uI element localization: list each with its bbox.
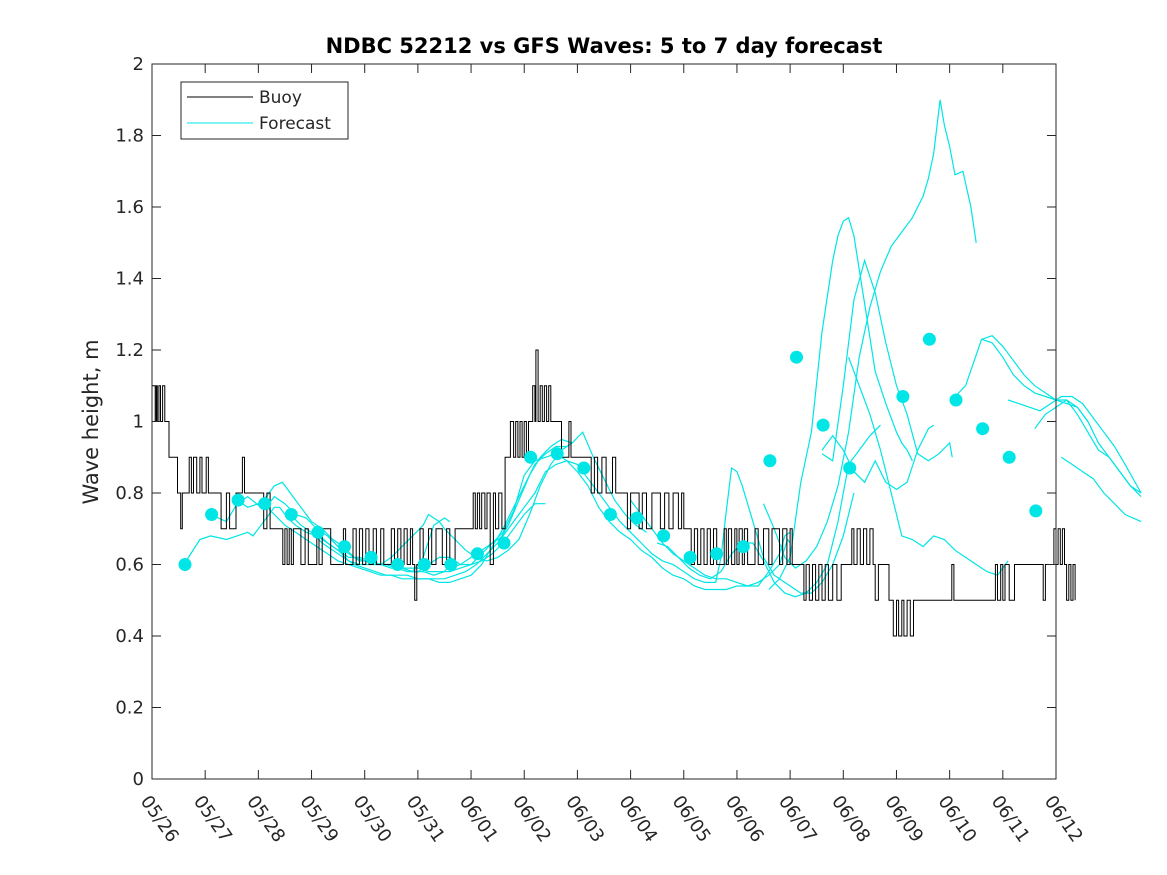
y-tick-label: 0.8 [115, 483, 144, 504]
forecast-marker-16 [577, 461, 591, 475]
forecast-marker-22 [736, 540, 750, 554]
y-tick-label: 1.2 [115, 340, 144, 361]
forecast-line-10 [657, 424, 881, 598]
x-tick-label: 06/04 [614, 792, 661, 847]
forecast-marker-17 [603, 508, 617, 521]
forecast-marker-2 [205, 508, 219, 521]
y-tick-label: 1.6 [115, 197, 144, 218]
legend-box [180, 81, 349, 140]
forecast-marker-1 [178, 558, 192, 571]
forecast-marker-4 [258, 497, 272, 511]
forecast-line-19 [1060, 456, 1142, 523]
y-axis: 0 0.2 0.4 0.6 0.8 1 1.2 1.4 1.6 1.8 2 [115, 54, 1056, 790]
forecast-line-12 [768, 216, 913, 590]
forecast-markers [178, 332, 1043, 571]
forecast-marker-21 [710, 547, 724, 561]
x-tick-label: 05/28 [242, 792, 289, 847]
forecast-marker-24 [790, 350, 803, 364]
buoy-series [152, 349, 1076, 637]
forecast-marker-10 [417, 558, 431, 571]
forecast-marker-7 [338, 540, 351, 554]
x-tick-label: 05/31 [402, 792, 449, 847]
forecast-marker-8 [364, 550, 378, 564]
forecast-marker-15 [550, 447, 564, 461]
forecast-line-20 [954, 335, 1142, 494]
y-axis-label: Wave height, m [79, 339, 103, 504]
y-tick-label: 0.2 [115, 698, 144, 719]
y-tick-label: 1.4 [115, 269, 144, 290]
forecast-marker-20 [683, 550, 697, 564]
forecast-line-11 [762, 99, 977, 569]
forecast-marker-9 [391, 558, 405, 571]
forecast-line-17 [1007, 395, 1142, 494]
forecast-line-7 [396, 453, 791, 591]
forecast-marker-3 [231, 493, 245, 507]
forecast-line-8 [449, 460, 855, 594]
chart-title: NDBC 52212 vs GFS Waves: 5 to 7 day fore… [326, 34, 883, 58]
x-tick-label: 05/30 [349, 792, 396, 847]
forecast-marker-18 [630, 511, 644, 525]
x-tick-label: 05/29 [295, 792, 342, 847]
y-tick-label: 2 [133, 54, 144, 75]
x-tick-label: 06/11 [987, 792, 1034, 847]
forecast-marker-26 [843, 461, 857, 475]
plot-area [152, 64, 1056, 779]
forecast-marker-23 [763, 454, 777, 468]
x-tick-label: 06/10 [934, 792, 981, 847]
legend-forecast-label: Forecast [259, 114, 331, 134]
x-tick-label: 06/05 [668, 792, 715, 847]
x-tick-label: 06/01 [455, 792, 502, 847]
legend-buoy-label: Buoy [259, 88, 302, 108]
forecast-marker-12 [470, 547, 484, 561]
x-tick-label: 06/08 [827, 792, 874, 847]
forecast-marker-5 [284, 508, 298, 521]
x-tick-label: 05/26 [136, 792, 183, 847]
x-tick-label: 06/06 [721, 792, 768, 847]
legend: Buoy Forecast [180, 81, 349, 140]
forecast-marker-13 [497, 536, 511, 550]
y-tick-label: 0 [133, 769, 144, 790]
forecast-marker-14 [524, 450, 538, 464]
forecast-marker-28 [922, 332, 936, 346]
x-tick-label: 06/02 [508, 792, 555, 847]
forecast-marker-25 [816, 418, 830, 432]
x-tick-label: 06/09 [880, 792, 927, 847]
forecast-marker-29 [949, 393, 963, 407]
x-tick-label: 05/27 [189, 792, 236, 847]
forecast-marker-30 [976, 422, 990, 436]
forecast-marker-6 [311, 525, 325, 539]
y-tick-label: 0.4 [115, 626, 144, 647]
forecast-marker-31 [1002, 450, 1016, 464]
x-tick-label: 06/03 [561, 792, 608, 847]
forecast-line-13 [821, 258, 953, 462]
x-tick-label: 06/07 [774, 792, 821, 847]
forecast-marker-11 [444, 558, 458, 571]
forecast-marker-27 [896, 390, 910, 403]
forecast-marker-19 [657, 529, 671, 543]
y-tick-label: 1.8 [115, 126, 144, 147]
forecast-line-15 [848, 356, 1009, 576]
y-tick-label: 1 [133, 412, 144, 433]
x-tick-label: 06/12 [1040, 792, 1087, 847]
forecast-marker-32 [1029, 504, 1043, 518]
forecast-line-5 [289, 445, 567, 584]
forecast-line-14 [821, 424, 935, 491]
buoy-line [152, 349, 1076, 637]
y-tick-label: 0.6 [115, 555, 144, 576]
